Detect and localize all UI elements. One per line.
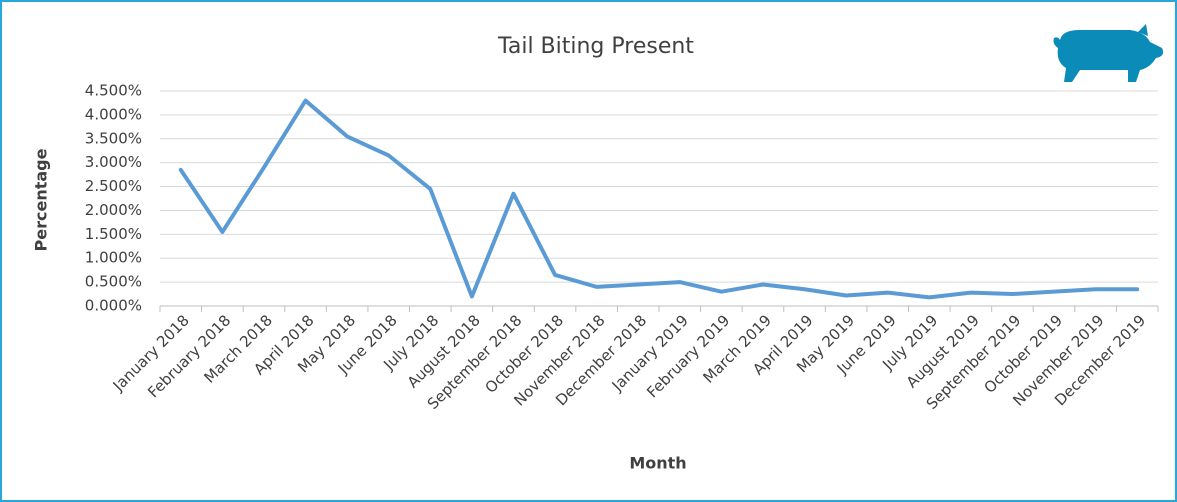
x-axis-title: Month: [629, 454, 686, 473]
data-line: [178, 98, 1140, 300]
y-tick-label: 4.000%: [85, 105, 142, 123]
y-axis-title: Percentage: [32, 148, 51, 251]
y-tick-label: 1.500%: [85, 225, 142, 243]
pig-icon: [1053, 24, 1164, 82]
y-tick-label: 2.000%: [85, 201, 142, 219]
chart-title: Tail Biting Present: [497, 34, 694, 59]
y-tick-label: 0.000%: [85, 297, 142, 315]
y-tick-label: 1.000%: [85, 249, 142, 267]
y-tick-label: 2.500%: [85, 177, 142, 195]
y-tick-label: 4.500%: [85, 82, 142, 100]
y-tick-label: 3.000%: [85, 153, 142, 171]
y-tick-label: 3.500%: [85, 129, 142, 147]
y-tick-label: 0.500%: [85, 273, 142, 291]
